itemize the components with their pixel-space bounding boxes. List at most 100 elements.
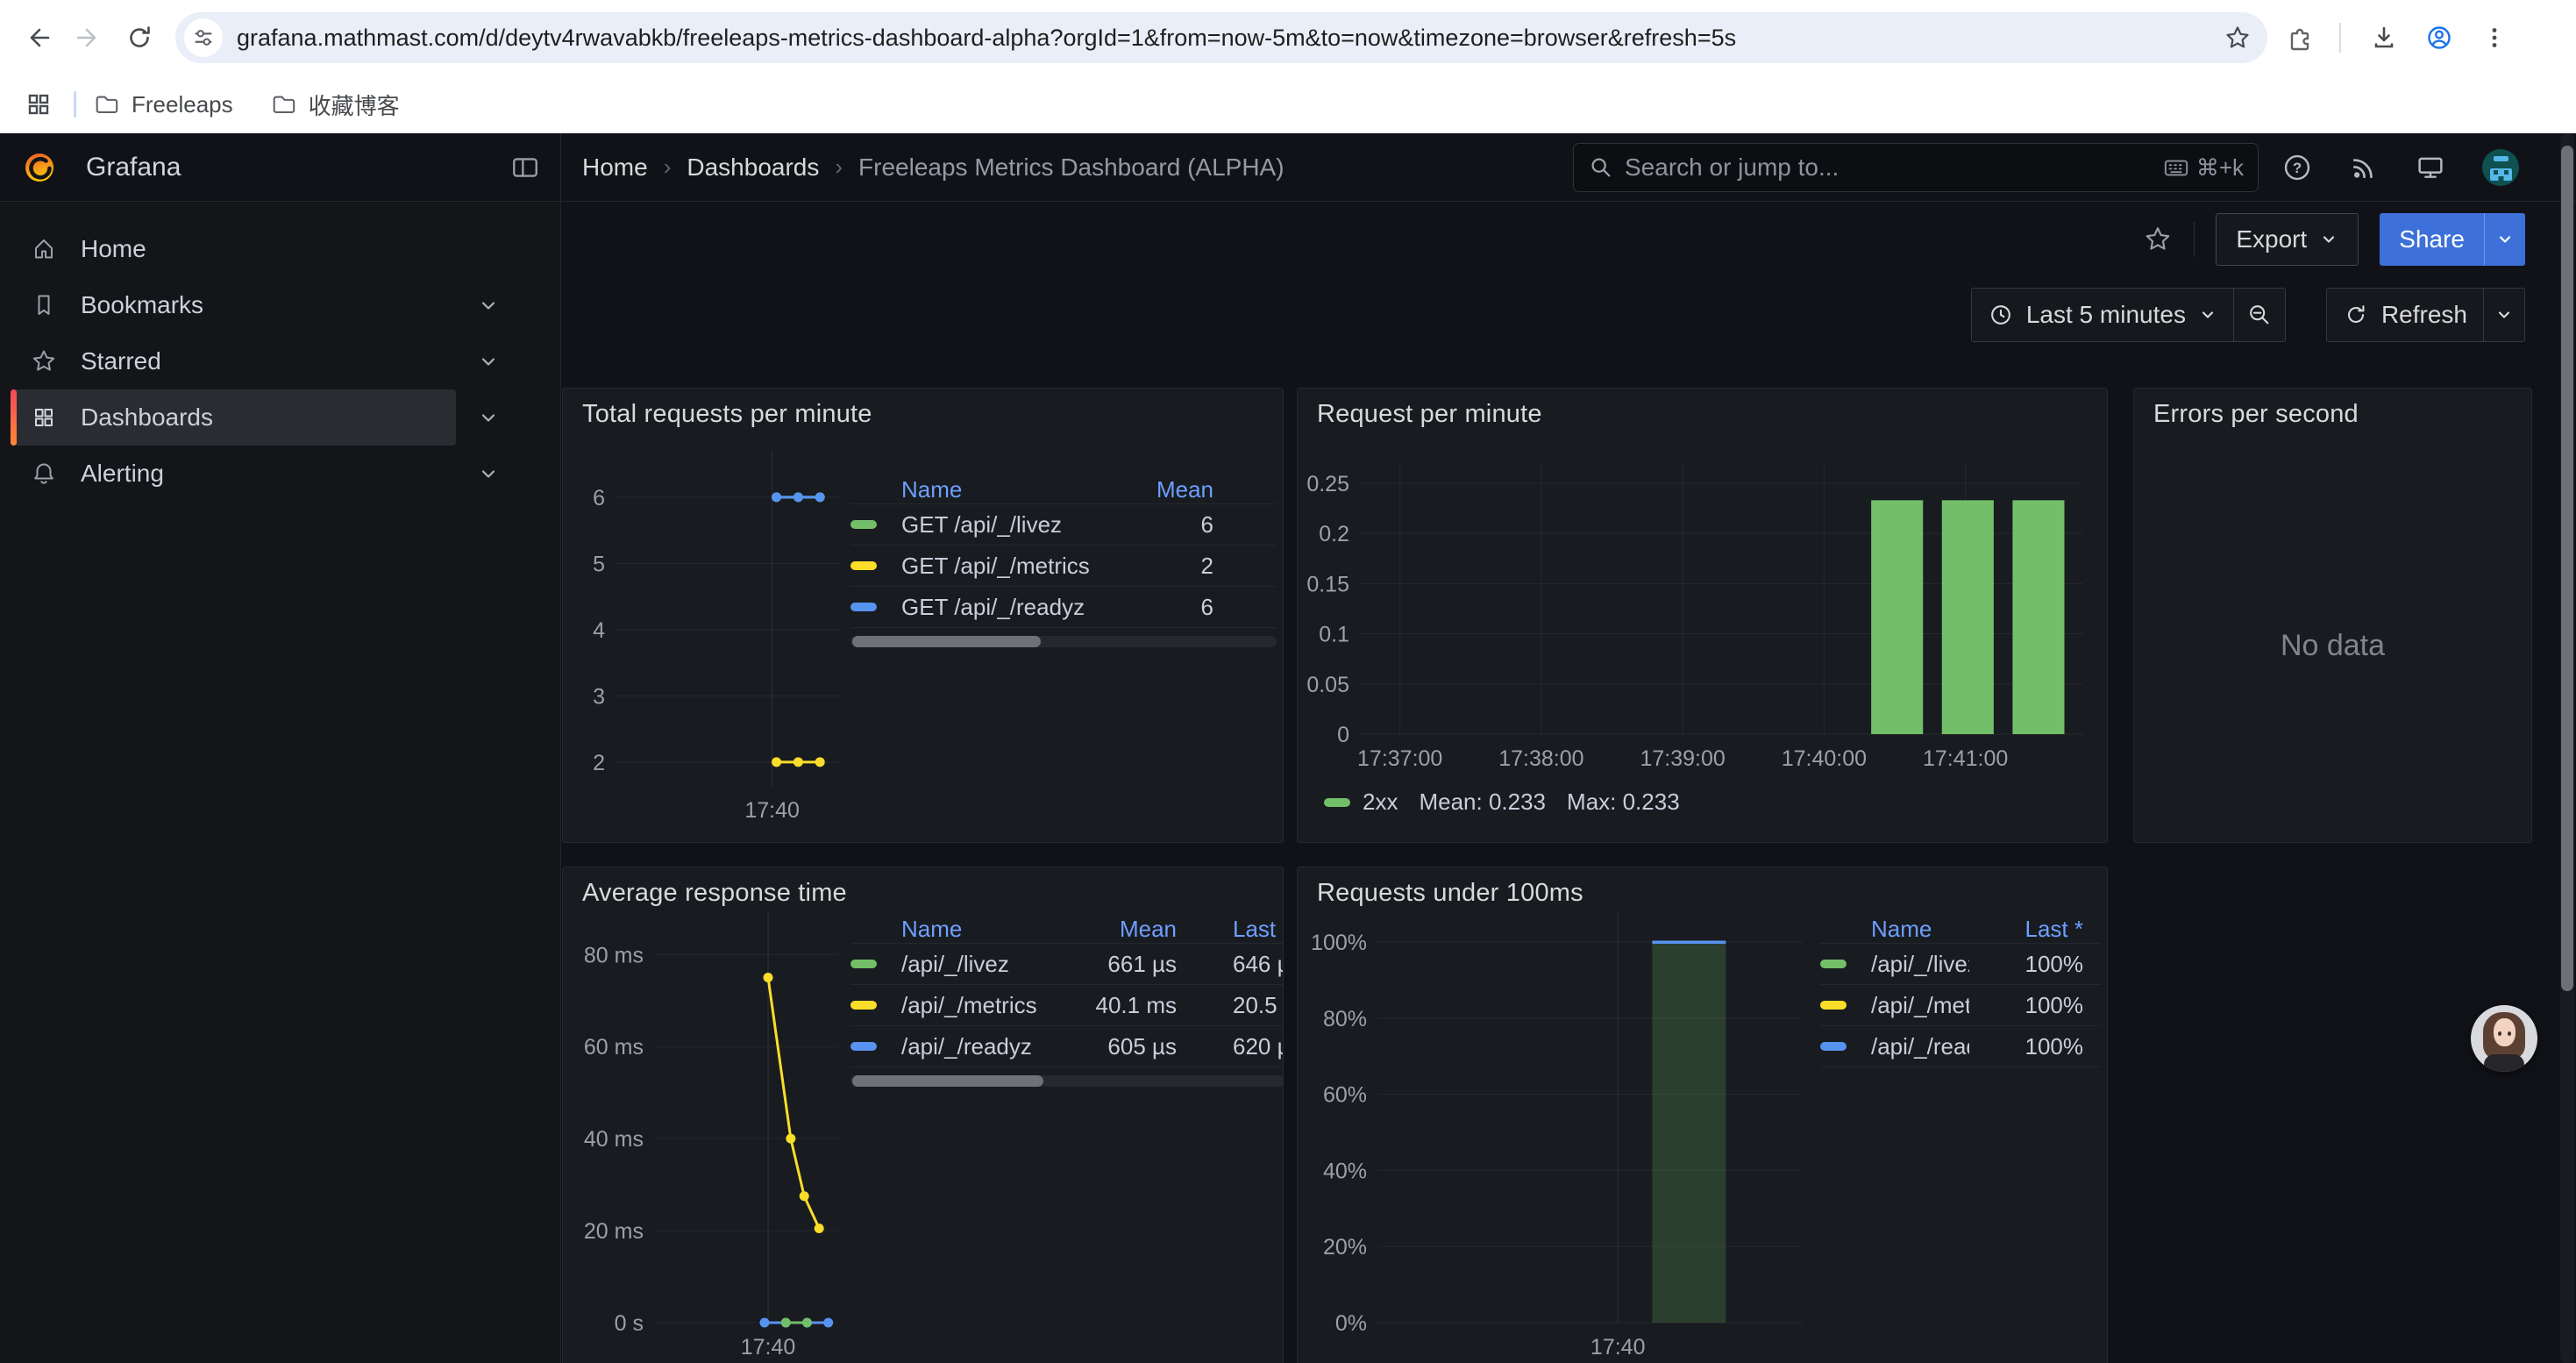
share-dropdown-button[interactable]: [2484, 213, 2525, 266]
sidebar-item-body[interactable]: Starred: [11, 333, 456, 389]
bookmark-item[interactable]: 收藏博客: [270, 89, 400, 121]
legend-header-name[interactable]: Name: [1871, 916, 1969, 943]
panel-title[interactable]: Requests under 100ms: [1317, 879, 1583, 908]
legend-row[interactable]: /api/_/metrics100%: [1820, 985, 2101, 1026]
sidebar-item-body[interactable]: Bookmarks: [11, 277, 456, 333]
grafana-logo-icon[interactable]: [21, 149, 58, 186]
bookmark-item[interactable]: Freeleaps: [93, 91, 233, 118]
svg-text:0 s: 0 s: [615, 1311, 644, 1336]
sidebar-item-body[interactable]: Home: [11, 221, 456, 277]
monitor-icon[interactable]: [2415, 152, 2446, 183]
browser-toolbar: grafana.mathmast.com/d/deytv4rwavabkb/fr…: [0, 0, 2576, 75]
legend-row[interactable]: /api/_/metrics40.1 ms20.5 ms: [850, 985, 1284, 1026]
rss-icon[interactable]: [2348, 152, 2380, 183]
scrollbar-thumb[interactable]: [2561, 146, 2573, 991]
sidebar-item-home[interactable]: Home: [0, 221, 560, 277]
series-legend[interactable]: 2xx Mean: 0.233 Max: 0.233: [1324, 789, 1680, 816]
legend-header-name[interactable]: Name: [901, 916, 1071, 943]
panel-title[interactable]: Average response time: [582, 879, 847, 908]
legend-scrollbar-thumb[interactable]: [852, 636, 1041, 647]
menu-icon[interactable]: [2480, 24, 2508, 52]
chevron-down-icon[interactable]: [477, 350, 500, 373]
legend-series-name: /api/_/readyz: [1871, 1033, 1969, 1060]
header-icons: ?: [2281, 133, 2520, 202]
legend-scrollbar[interactable]: [850, 1075, 1284, 1087]
legend-row[interactable]: GET /api/_/metrics2: [850, 546, 1277, 587]
legend-scrollbar[interactable]: [850, 636, 1277, 647]
reload-icon[interactable]: [125, 24, 153, 52]
zoom-out-button[interactable]: [2233, 289, 2285, 341]
svg-text:100%: 100%: [1311, 931, 1367, 955]
favorite-star-icon[interactable]: [2143, 225, 2173, 254]
profile-icon[interactable]: [2425, 24, 2453, 52]
bookmark-star-icon[interactable]: [2224, 24, 2252, 52]
legend-value: 620 µs: [1233, 1033, 1284, 1060]
sidebar-item-alerting[interactable]: Alerting: [0, 446, 560, 502]
panel-title[interactable]: Total requests per minute: [582, 400, 872, 429]
sidebar-item-body[interactable]: Dashboards: [11, 389, 456, 446]
legend-row[interactable]: GET /api/_/readyz6: [850, 587, 1277, 628]
breadcrumb-item[interactable]: Home: [582, 153, 648, 182]
refresh-label: Refresh: [2381, 301, 2467, 329]
sidebar-item-body[interactable]: Alerting: [11, 446, 456, 502]
legend-header-Mean[interactable]: Mean: [1071, 916, 1177, 943]
svg-text:2: 2: [593, 751, 605, 775]
legend-max: Max: 0.233: [1567, 789, 1680, 816]
refresh-picker[interactable]: Refresh: [2326, 288, 2525, 342]
url-text[interactable]: grafana.mathmast.com/d/deytv4rwavabkb/fr…: [237, 12, 1736, 63]
legend-header-Last *[interactable]: Last *: [1233, 916, 1284, 943]
share-button[interactable]: Share: [2380, 213, 2525, 266]
legend-scrollbar-thumb[interactable]: [852, 1075, 1043, 1087]
floating-assistant-avatar[interactable]: [2471, 1005, 2537, 1072]
home-icon: [30, 235, 58, 263]
site-info-icon[interactable]: [184, 18, 223, 57]
chevron-down-icon[interactable]: [477, 462, 500, 485]
search-input[interactable]: [1625, 153, 2153, 182]
svg-text:80%: 80%: [1323, 1007, 1367, 1031]
extensions-icon[interactable]: [2286, 24, 2314, 52]
request-rate-chart[interactable]: 00.050.10.150.20.2517:37:0017:38:0017:39…: [1298, 389, 2108, 843]
legend-header-Last *[interactable]: Last *: [1969, 916, 2083, 943]
clock-icon: [1988, 302, 2014, 328]
download-icon[interactable]: [2370, 24, 2398, 52]
legend-header-name[interactable]: Name: [901, 476, 1115, 503]
svg-text:3: 3: [593, 684, 605, 709]
sidebar-item-starred[interactable]: Starred: [0, 333, 560, 389]
bookmark-icon: [30, 291, 58, 319]
legend-row[interactable]: /api/_/readyz605 µs620 µs: [850, 1026, 1284, 1067]
brand-name[interactable]: Grafana: [86, 133, 181, 201]
address-bar[interactable]: grafana.mathmast.com/d/deytv4rwavabkb/fr…: [175, 12, 2267, 63]
breadcrumb-item[interactable]: Dashboards: [687, 153, 819, 182]
toolbar-divider: [2339, 23, 2341, 53]
legend-row[interactable]: /api/_/readyz100%: [1820, 1026, 2101, 1067]
chevron-down-icon[interactable]: [477, 406, 500, 429]
user-avatar[interactable]: [2481, 148, 2520, 187]
sidebar-item-bookmarks[interactable]: Bookmarks: [0, 277, 560, 333]
svg-text:0.05: 0.05: [1306, 673, 1349, 697]
legend-row[interactable]: GET /api/_/livez6: [850, 504, 1277, 546]
forward-icon[interactable]: [75, 24, 103, 52]
chevron-down-icon[interactable]: [477, 294, 500, 317]
help-icon[interactable]: ?: [2281, 152, 2313, 183]
back-icon[interactable]: [24, 24, 52, 52]
legend-row[interactable]: /api/_/livez661 µs646 µs: [850, 944, 1284, 985]
active-accent-bar: [11, 389, 17, 446]
svg-text:0.25: 0.25: [1306, 472, 1349, 496]
legend-row[interactable]: /api/_/livez100%: [1820, 944, 2101, 985]
time-picker[interactable]: Last 5 minutes: [1971, 288, 2286, 342]
legend-header-Mean[interactable]: Mean: [1115, 476, 1213, 503]
export-button[interactable]: Export: [2216, 213, 2359, 266]
refresh-button[interactable]: Refresh: [2327, 289, 2483, 341]
panel-title[interactable]: Request per minute: [1317, 400, 1542, 429]
page-scrollbar[interactable]: [2560, 133, 2574, 1363]
apps-grid-icon[interactable]: [25, 90, 53, 118]
panel-title[interactable]: Errors per second: [2153, 400, 2359, 429]
sidebar-item-dashboards[interactable]: Dashboards: [0, 389, 560, 446]
svg-text:0.15: 0.15: [1306, 572, 1349, 596]
svg-text:17:39:00: 17:39:00: [1640, 746, 1725, 771]
dock-toggle-icon[interactable]: [510, 153, 540, 182]
legend-pill: [1820, 1042, 1847, 1051]
search-box[interactable]: ⌘+k: [1573, 143, 2259, 192]
svg-text:20%: 20%: [1323, 1235, 1367, 1260]
refresh-interval-dropdown[interactable]: [2483, 289, 2524, 341]
